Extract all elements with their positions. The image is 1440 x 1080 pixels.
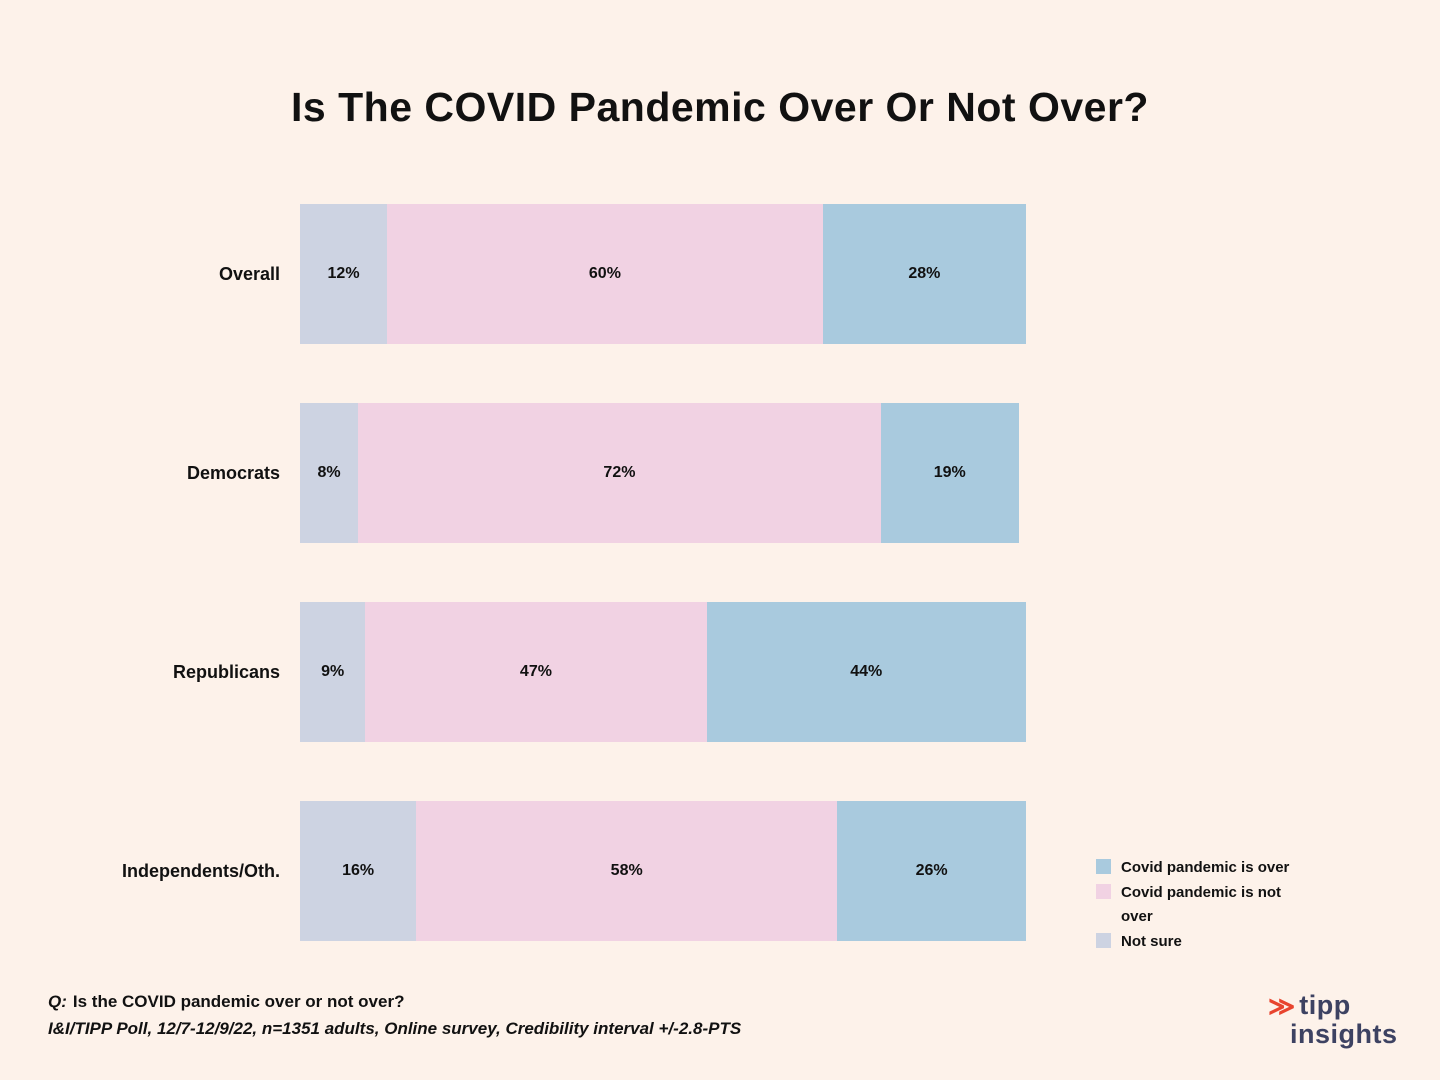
segment-value: 26%: [915, 862, 948, 879]
chart-row: Republicans 9% 47% 44%: [0, 602, 1026, 742]
question-text: Is the COVID pandemic over or not over?: [72, 992, 405, 1011]
bar-segment-covid-pandemic-is-not-over: 58%: [416, 801, 838, 941]
category-label: Republicans: [172, 661, 280, 682]
bar-segment-covid-pandemic-is-not-over: 47%: [365, 602, 707, 742]
bar-segment-not-sure: 8%: [300, 403, 359, 543]
chart-row: Overall 12% 60% 28%: [0, 204, 1026, 344]
stacked-bar-chart: Overall 12% 60% 28% Democrats 8% 72% 19% Republi…: [0, 204, 1026, 1000]
category-label: Democrats: [186, 462, 280, 483]
chart-row: Democrats 8% 72% 19%: [0, 403, 1026, 543]
bar-segment-covid-pandemic-is-over: 28%: [822, 204, 1026, 344]
legend-label: Covid pandemic is not over: [1121, 884, 1282, 925]
logo-text-top: tipp: [1299, 990, 1351, 1020]
segment-value: 19%: [933, 464, 966, 481]
question-prefix: Q:: [48, 992, 67, 1011]
bar-segment-covid-pandemic-is-not-over: 60%: [387, 204, 823, 344]
stacked-bar: 12% 60% 28%: [300, 204, 1026, 344]
bar-segment-covid-pandemic-is-not-over: 72%: [358, 403, 881, 543]
segment-value: 60%: [588, 265, 621, 282]
bar-segment-covid-pandemic-is-over: 44%: [706, 602, 1026, 742]
chart-legend: Covid pandemic is over Covid pandemic is …: [1096, 856, 1396, 955]
legend-label: Covid pandemic is over: [1121, 859, 1290, 876]
legend-label: Not sure: [1121, 932, 1182, 950]
segment-value: 8%: [317, 464, 341, 481]
segment-value: 16%: [342, 862, 375, 879]
segment-value: 9%: [321, 663, 345, 680]
segment-value: 12%: [327, 265, 360, 282]
legend-swatch: [1096, 884, 1111, 900]
legend-swatch: [1096, 859, 1111, 874]
chart-title: Is The COVID Pandemic Over Or Not Over?: [291, 84, 1149, 130]
bar-segment-not-sure: 12%: [300, 204, 388, 344]
survey-source: I&I/TIPP Poll, 12/7-12/9/22, n=1351 adul…: [48, 1019, 742, 1038]
category-label: Independents/Oth.: [121, 860, 280, 881]
chart-footer: Q: Is the COVID pandemic over or not over…: [48, 992, 741, 1039]
fast-forward-icon: ≫: [1268, 990, 1296, 1021]
logo-text-bottom: insights: [1290, 1019, 1398, 1049]
legend-item: Covid pandemic is over: [1096, 856, 1396, 879]
tipp-insights-logo: ≫ tipp insights: [1268, 992, 1398, 1048]
legend-item: Covid pandemic is not over: [1096, 881, 1396, 928]
segment-value: 47%: [519, 663, 552, 680]
segment-value: 28%: [908, 265, 941, 282]
stacked-bar: 8% 72% 19%: [300, 403, 1026, 543]
bar-segment-not-sure: 9%: [300, 602, 366, 742]
legend-item: Not sure: [1096, 930, 1396, 953]
segment-value: 44%: [850, 663, 883, 680]
bar-segment-not-sure: 16%: [300, 801, 417, 941]
stacked-bar: 16% 58% 26%: [300, 801, 1026, 941]
survey-question: Q: Is the COVID pandemic over or not over…: [48, 992, 741, 1012]
logo-row: ≫ tipp: [1268, 992, 1398, 1019]
stacked-bar: 9% 47% 44%: [300, 602, 1026, 742]
chart-row: Independents/Oth. 16% 58% 26%: [0, 801, 1026, 941]
segment-value: 72%: [603, 464, 636, 481]
bar-segment-covid-pandemic-is-over: 26%: [837, 801, 1026, 941]
category-label: Overall: [218, 263, 280, 284]
segment-value: 58%: [610, 862, 643, 879]
legend-swatch: [1096, 932, 1111, 948]
bar-segment-covid-pandemic-is-over: 19%: [880, 403, 1019, 543]
